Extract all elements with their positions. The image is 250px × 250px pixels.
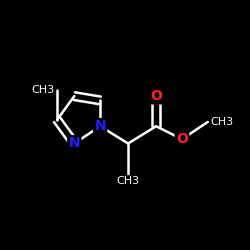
- Text: N: N: [68, 136, 80, 150]
- Text: O: O: [150, 89, 162, 103]
- Text: O: O: [176, 132, 188, 146]
- Text: CH3: CH3: [32, 85, 55, 95]
- Text: CH3: CH3: [116, 176, 140, 186]
- Text: N: N: [94, 119, 106, 133]
- Text: CH3: CH3: [210, 117, 233, 127]
